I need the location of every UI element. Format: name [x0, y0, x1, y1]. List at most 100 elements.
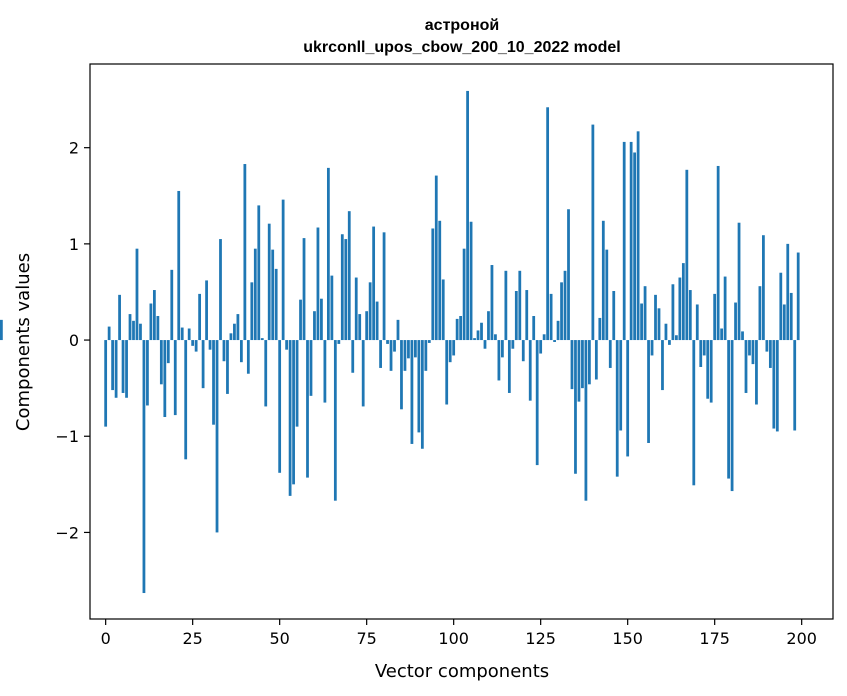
bar-100	[452, 340, 456, 356]
bar-135	[574, 340, 577, 474]
bar-167	[685, 169, 689, 341]
bar-20	[173, 340, 177, 416]
bar-192	[772, 340, 776, 429]
bar-93	[427, 340, 431, 343]
bar-37	[233, 323, 236, 341]
bar-79	[379, 340, 382, 368]
x-tick-label: 50	[269, 629, 289, 648]
bar-155	[643, 286, 647, 341]
bar-16	[159, 340, 163, 385]
bar-149	[622, 141, 626, 341]
bar-5	[121, 340, 125, 393]
bar-108	[480, 322, 483, 341]
bar-112	[494, 334, 497, 341]
bar-61	[316, 227, 320, 341]
bar-171	[699, 340, 703, 367]
bar-178	[723, 276, 727, 341]
bar-25	[191, 340, 195, 346]
bar-32	[215, 340, 219, 533]
bar-164	[675, 335, 678, 341]
bar-89	[414, 340, 417, 358]
bar-179	[727, 340, 730, 479]
bar-57	[302, 238, 306, 341]
bar-76	[368, 282, 372, 341]
bar-18	[166, 340, 170, 364]
bar-132	[563, 270, 567, 341]
bar-193	[775, 340, 779, 432]
bar-22	[180, 327, 184, 341]
bar-197	[789, 292, 793, 341]
bar-9	[135, 248, 139, 341]
bar-1	[107, 326, 111, 341]
bar-36	[229, 333, 233, 341]
chart-title-line-2: ukrconll_upos_cbow_200_10_2022 model	[303, 39, 620, 56]
bar-34	[222, 340, 226, 362]
bar-3	[114, 340, 118, 398]
bar-62	[320, 298, 323, 341]
bar-181	[734, 302, 737, 341]
bar-17	[163, 340, 167, 418]
bar-59	[309, 340, 313, 396]
bar-134	[570, 340, 574, 390]
bar-80	[382, 232, 386, 341]
bar-191	[768, 340, 772, 368]
bar-118	[514, 291, 518, 341]
bar-52	[285, 340, 289, 350]
bar-92	[424, 340, 428, 371]
bar-188	[758, 286, 762, 341]
bar-105	[469, 221, 473, 341]
bar-102	[459, 316, 463, 341]
bar-199	[796, 252, 800, 341]
bar-194	[779, 272, 783, 341]
bar-190	[765, 340, 769, 352]
y-tick-label: 1	[69, 235, 79, 254]
bar-184	[744, 340, 748, 393]
bar-66	[333, 340, 337, 501]
bar-43	[253, 248, 257, 341]
bar-114	[501, 340, 504, 358]
bar-166	[681, 263, 685, 341]
bar-8	[132, 320, 135, 341]
bar-104	[466, 90, 469, 341]
bar-46	[264, 340, 268, 407]
bar-180	[730, 340, 734, 492]
y-tick-label: −2	[55, 523, 79, 542]
bar-2	[111, 340, 115, 391]
bar-153	[636, 131, 640, 341]
bar-72	[354, 277, 358, 341]
bar-29	[205, 280, 208, 341]
x-tick-label: 100	[438, 629, 469, 648]
bar-152	[633, 152, 637, 341]
bar-133	[567, 209, 570, 341]
bar-85	[400, 340, 403, 410]
bar-111	[490, 265, 494, 341]
bar-143	[601, 220, 605, 341]
bar-177	[720, 328, 724, 341]
bar-39	[239, 340, 243, 363]
x-tick-label: 150	[612, 629, 643, 648]
x-tick-label: 0	[101, 629, 111, 648]
bar-44	[257, 205, 261, 341]
bar-103	[462, 248, 466, 341]
bar-74	[361, 340, 365, 407]
bar-82	[389, 340, 393, 371]
bar-64	[326, 167, 330, 341]
bar-50	[278, 340, 282, 473]
bar-144	[605, 249, 609, 341]
plot-area-frame	[89, 63, 834, 620]
y-tick-label: 2	[69, 139, 79, 158]
bar-130	[556, 320, 560, 341]
bar-83	[393, 340, 396, 352]
bar-56	[299, 299, 302, 341]
bar-154	[640, 303, 643, 341]
bar-27	[198, 293, 202, 341]
bar-172	[702, 340, 706, 356]
bar-161	[664, 323, 668, 341]
bar-11	[142, 340, 146, 594]
bar-78	[375, 301, 379, 341]
bar-6	[125, 340, 128, 398]
bar-101	[455, 318, 459, 341]
bar-120	[521, 340, 525, 362]
bar-141	[594, 340, 598, 380]
